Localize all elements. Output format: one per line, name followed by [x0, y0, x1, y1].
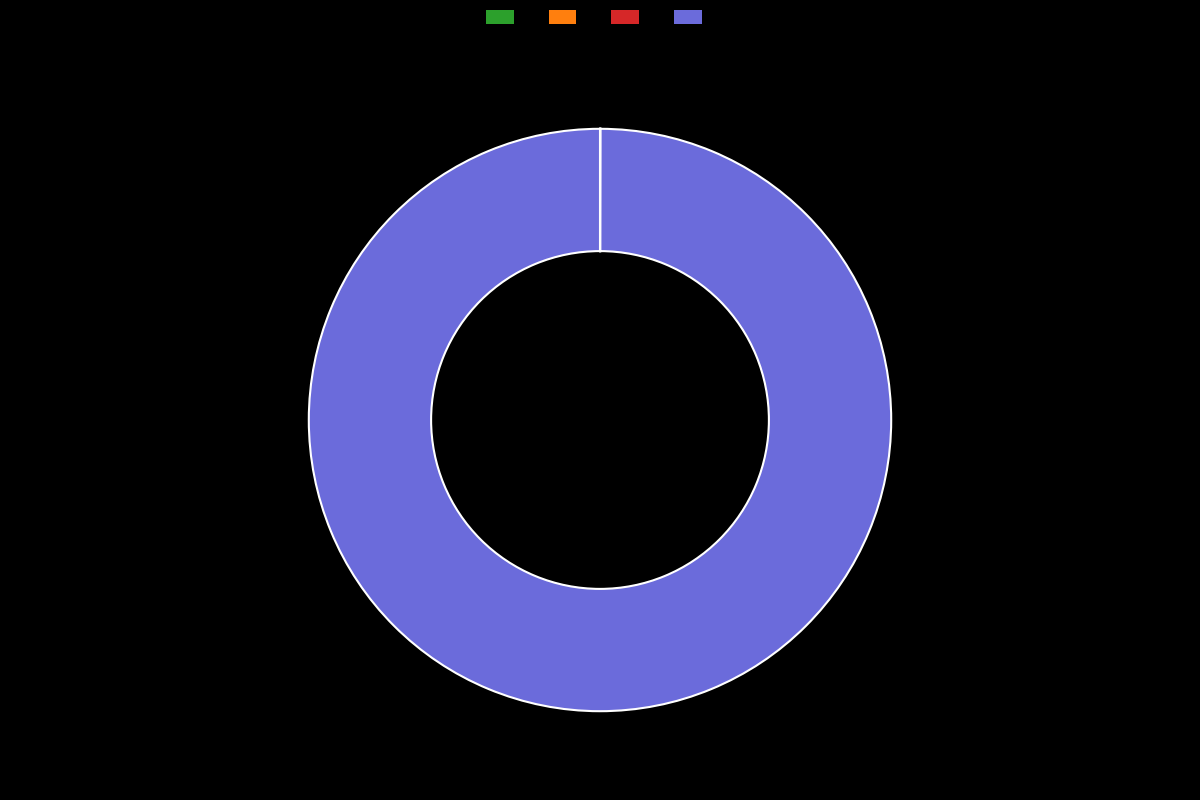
Wedge shape: [308, 129, 892, 711]
Legend: , , , : , , ,: [481, 6, 719, 30]
